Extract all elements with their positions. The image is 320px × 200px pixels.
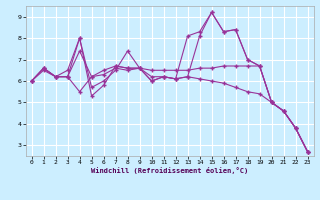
X-axis label: Windchill (Refroidissement éolien,°C): Windchill (Refroidissement éolien,°C) xyxy=(91,167,248,174)
